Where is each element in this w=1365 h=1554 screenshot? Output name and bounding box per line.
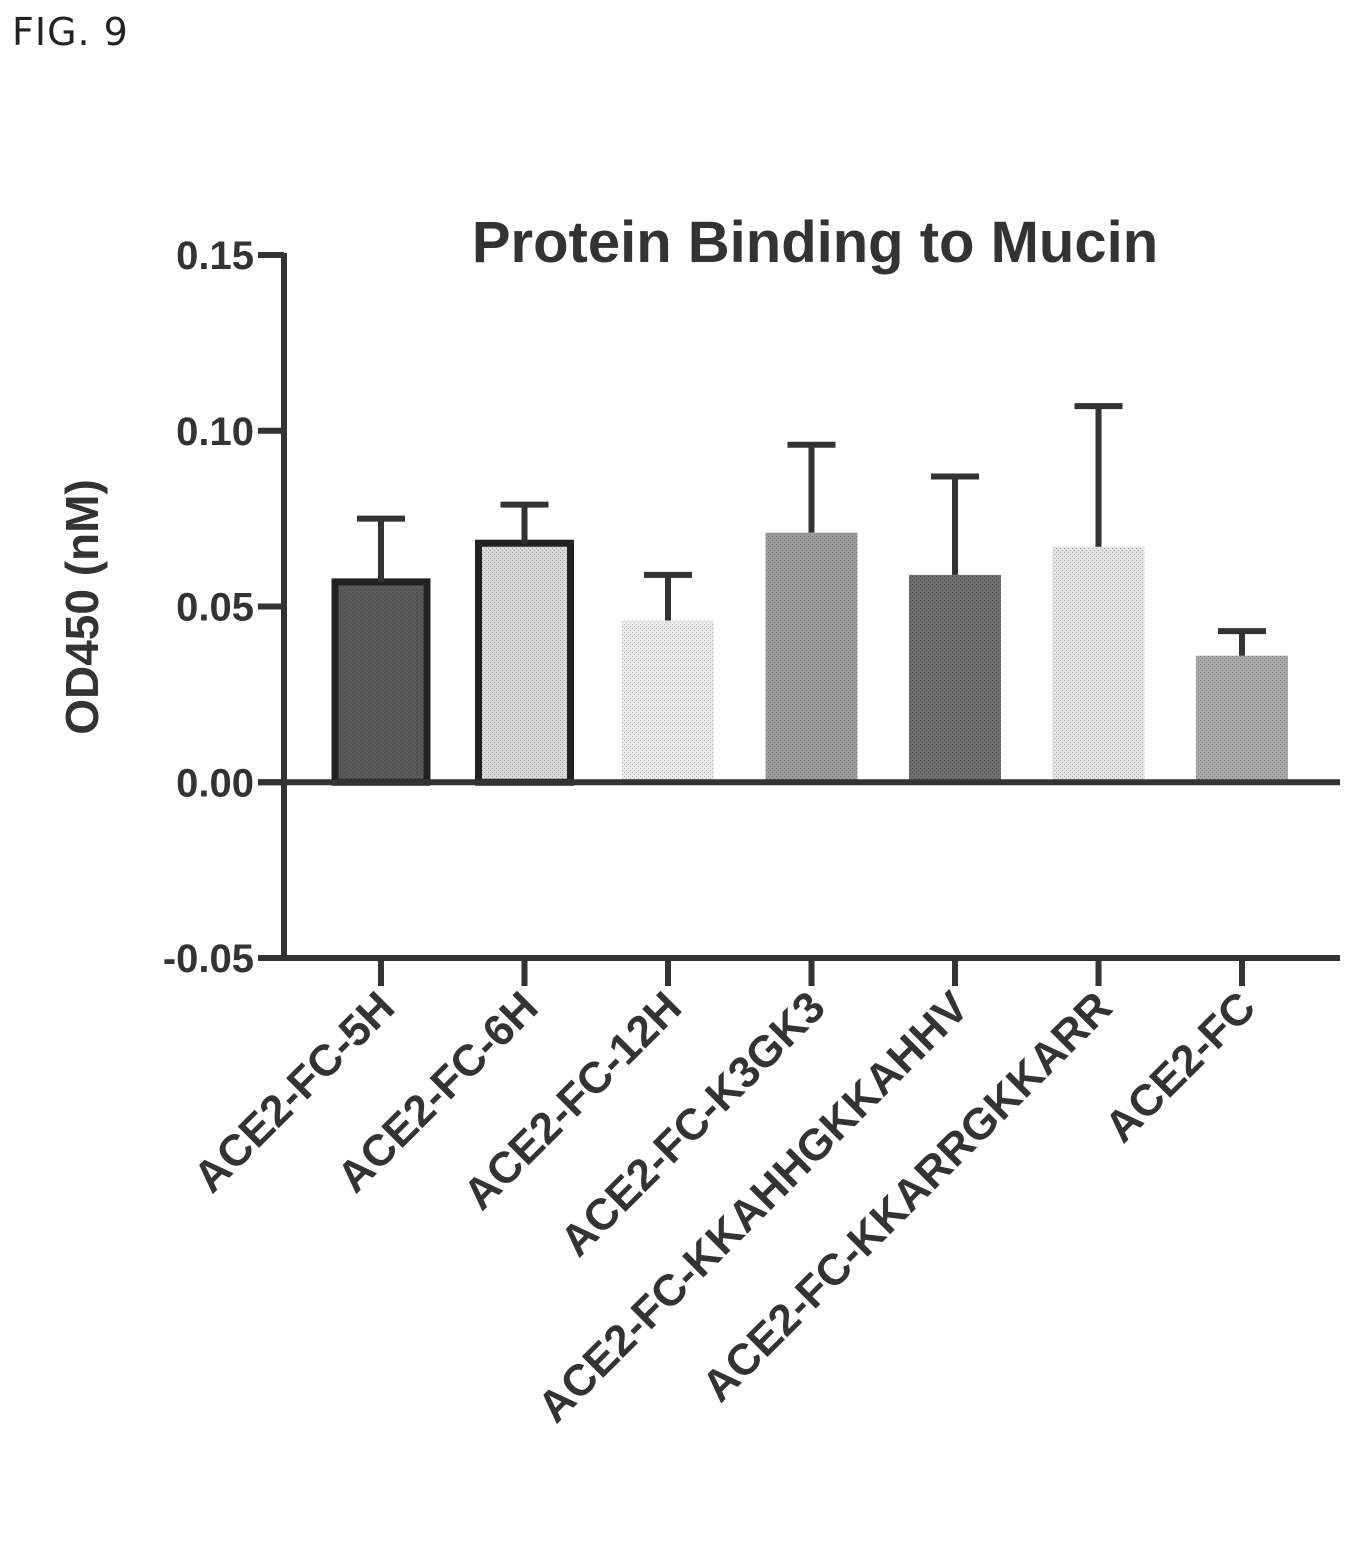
figure-label: FIG. 9 (12, 10, 129, 54)
y-tick-label-3: 0.05 (176, 586, 254, 630)
bar-texture-7 (1196, 655, 1288, 783)
bars-layer (331, 532, 1288, 786)
bar-texture-1 (335, 581, 427, 783)
bar-texture-3 (622, 620, 714, 783)
chart-title: Protein Binding to Mucin (472, 210, 1158, 275)
error-bars-layer (357, 403, 1266, 656)
y-tick-label-4: 0.10 (176, 410, 254, 454)
y-tick-label-2: 0.00 (176, 761, 254, 805)
bar-texture-6 (1052, 546, 1145, 783)
y-tick-label-1: -0.05 (163, 937, 254, 981)
bar-texture-5 (909, 574, 1001, 783)
bar-texture-2 (478, 543, 571, 783)
y-tick-label-5: 0.15 (176, 234, 254, 278)
y-axis-label: OD450 (nM) (56, 479, 108, 735)
y-ticks-layer: -0.05 0.00 0.05 0.10 0.15 (163, 234, 284, 981)
x-category-labels: ACE2-FC-5HACE2-FC-6HACE2-FC-12HACE2-FC-K… (184, 958, 1265, 1432)
x-category-label-7: ACE2-FC (1096, 982, 1265, 1151)
x-category-label-4: ACE2-FC-K3GK3 (551, 982, 835, 1266)
bar-texture-4 (765, 532, 858, 783)
